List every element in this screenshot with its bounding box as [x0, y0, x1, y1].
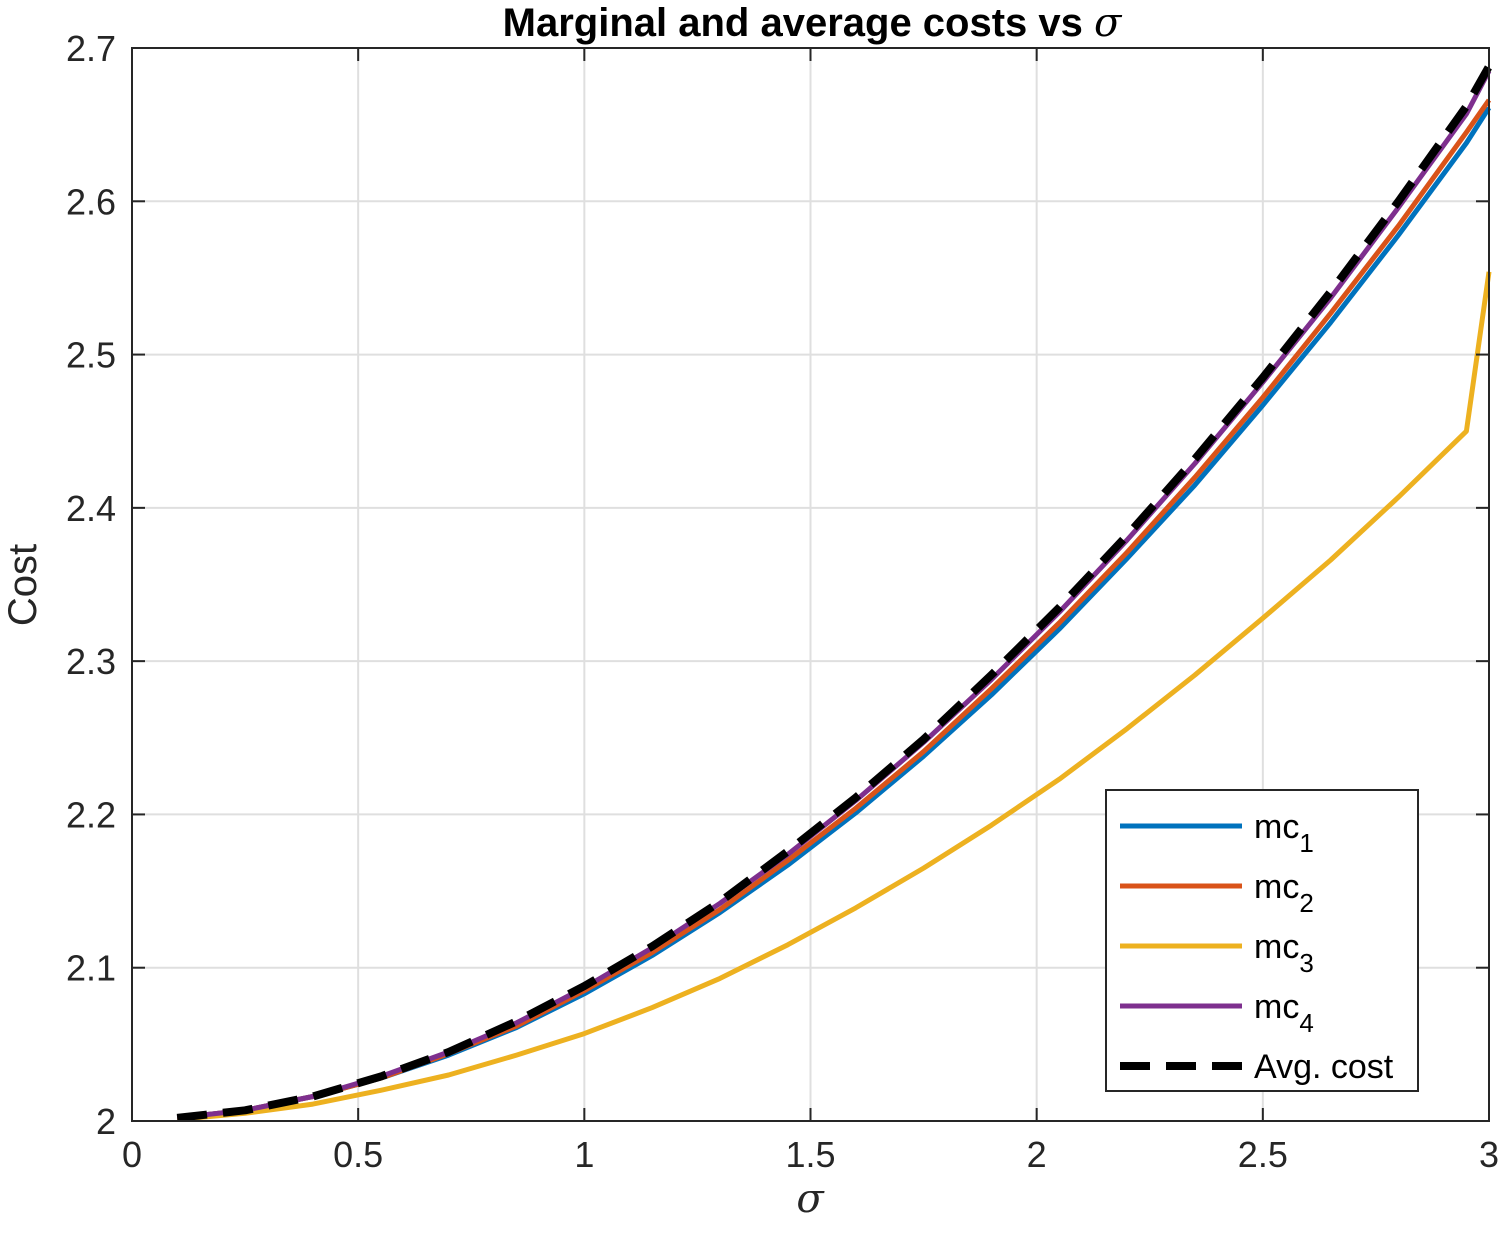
x-tick-label: 0.5 — [333, 1134, 383, 1175]
y-tick-label: 2.5 — [66, 335, 116, 376]
y-tick-label: 2.3 — [66, 641, 116, 682]
x-tick-label: 1 — [574, 1134, 594, 1175]
series-line-3 — [176, 271, 1492, 1122]
ticks — [131, 47, 1490, 1122]
y-axis-label: Cost — [1, 544, 45, 626]
series-layer — [176, 64, 1493, 1122]
x-tick-label: 2 — [1027, 1134, 1047, 1175]
tick-labels: 0 0.5 1 1.5 2 2.5 3 2 2.1 2.2 2.3 2.4 2.5 2.6 2.7 — [66, 28, 1499, 1175]
y-tick-label: 2.1 — [66, 948, 116, 989]
y-tick-label: 2.4 — [66, 488, 116, 529]
legend-label: Avg. cost — [1254, 1048, 1394, 1086]
x-tick-label: 2.5 — [1238, 1134, 1288, 1175]
series-line-5 — [176, 64, 1493, 1122]
y-tick-label: 2 — [96, 1101, 116, 1142]
y-tick-label: 2.7 — [66, 28, 116, 69]
x-tick-label: 0 — [122, 1134, 142, 1175]
x-tick-label: 3 — [1479, 1134, 1499, 1175]
y-tick-label: 2.2 — [66, 794, 116, 835]
x-tick-label: 1.5 — [785, 1134, 835, 1175]
x-axis-label: σ — [796, 1176, 825, 1222]
y-tick-label: 2.6 — [66, 181, 116, 222]
chart-title: Marginal and average costs vs σ — [503, 0, 1123, 46]
legend-box — [1105, 789, 1419, 1092]
